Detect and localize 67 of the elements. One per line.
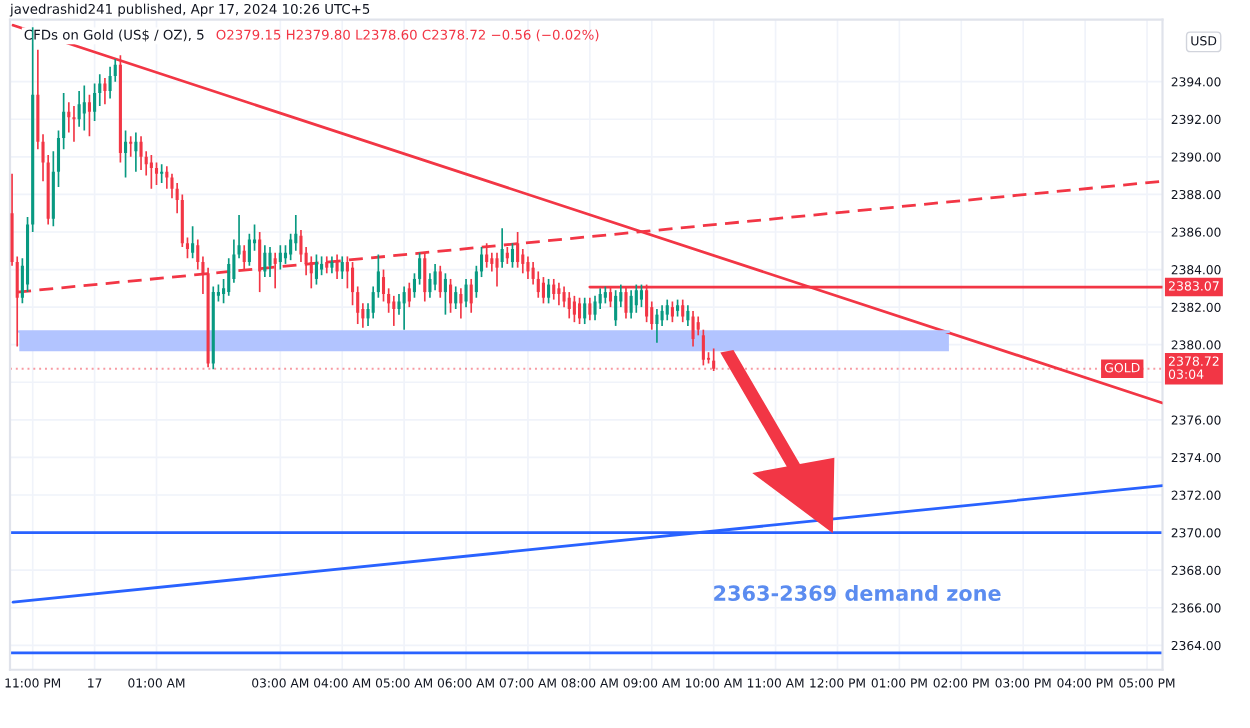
candlestick [510, 242, 515, 269]
candlestick [77, 90, 81, 128]
candlestick [160, 163, 164, 184]
candlestick [552, 278, 556, 301]
candlestick [578, 296, 582, 325]
candlestick [263, 244, 267, 278]
candlestick [516, 231, 520, 269]
candlestick [108, 65, 112, 100]
candlestick [526, 255, 530, 280]
candlestick [670, 300, 674, 323]
annotation: 2363-2369 demand zone [714, 584, 1001, 602]
candlestick [567, 291, 571, 320]
candlestick [655, 308, 659, 344]
candlestick [588, 296, 592, 322]
candlestick [557, 281, 561, 307]
candlestick [686, 304, 690, 327]
candlestick [340, 255, 344, 280]
candlestick [583, 296, 587, 325]
candlestick [500, 227, 504, 269]
candlestick [103, 77, 107, 106]
candlestick [268, 246, 272, 278]
candlestick [572, 295, 576, 323]
candlestick [294, 214, 298, 252]
candlestick [464, 278, 468, 308]
candlestick [614, 289, 618, 327]
candlestick [443, 272, 447, 316]
candlestick [93, 82, 97, 122]
candlestick [696, 315, 700, 337]
candlestick [87, 93, 91, 137]
candlestick [454, 285, 458, 310]
candlestick [634, 283, 638, 314]
candlestick [149, 154, 153, 190]
candlestick [459, 287, 463, 320]
candlestick [402, 285, 406, 331]
candlestick [469, 278, 473, 314]
candlestick [124, 129, 128, 179]
candlestick [191, 225, 195, 260]
candlestick [701, 328, 705, 367]
candlestick [242, 244, 246, 271]
candlestick [639, 283, 643, 308]
candlestick [134, 131, 138, 173]
candlestick [314, 253, 318, 286]
candlestick [82, 84, 86, 132]
candlestick [541, 276, 545, 305]
candlestick [681, 298, 685, 323]
candlestick [665, 298, 669, 322]
candlestick [547, 278, 551, 305]
candlestick [278, 244, 282, 271]
candlestick [593, 295, 597, 322]
candlestick [335, 253, 339, 280]
candlestick [129, 135, 133, 158]
candlestick [438, 264, 442, 299]
candlestick [428, 272, 432, 299]
candlestick [495, 251, 499, 288]
candlestick [407, 281, 411, 308]
candlestick [629, 289, 633, 320]
candlestick [154, 161, 159, 186]
candlestick [139, 135, 143, 171]
candlestick [691, 310, 695, 348]
candlestick [536, 270, 540, 299]
candlestick [320, 255, 324, 277]
candlestick [392, 295, 396, 327]
candlestick [712, 347, 716, 372]
candlestick [72, 105, 76, 143]
candlestick [485, 242, 489, 269]
candlestick [433, 263, 437, 292]
candlestick [449, 278, 453, 314]
